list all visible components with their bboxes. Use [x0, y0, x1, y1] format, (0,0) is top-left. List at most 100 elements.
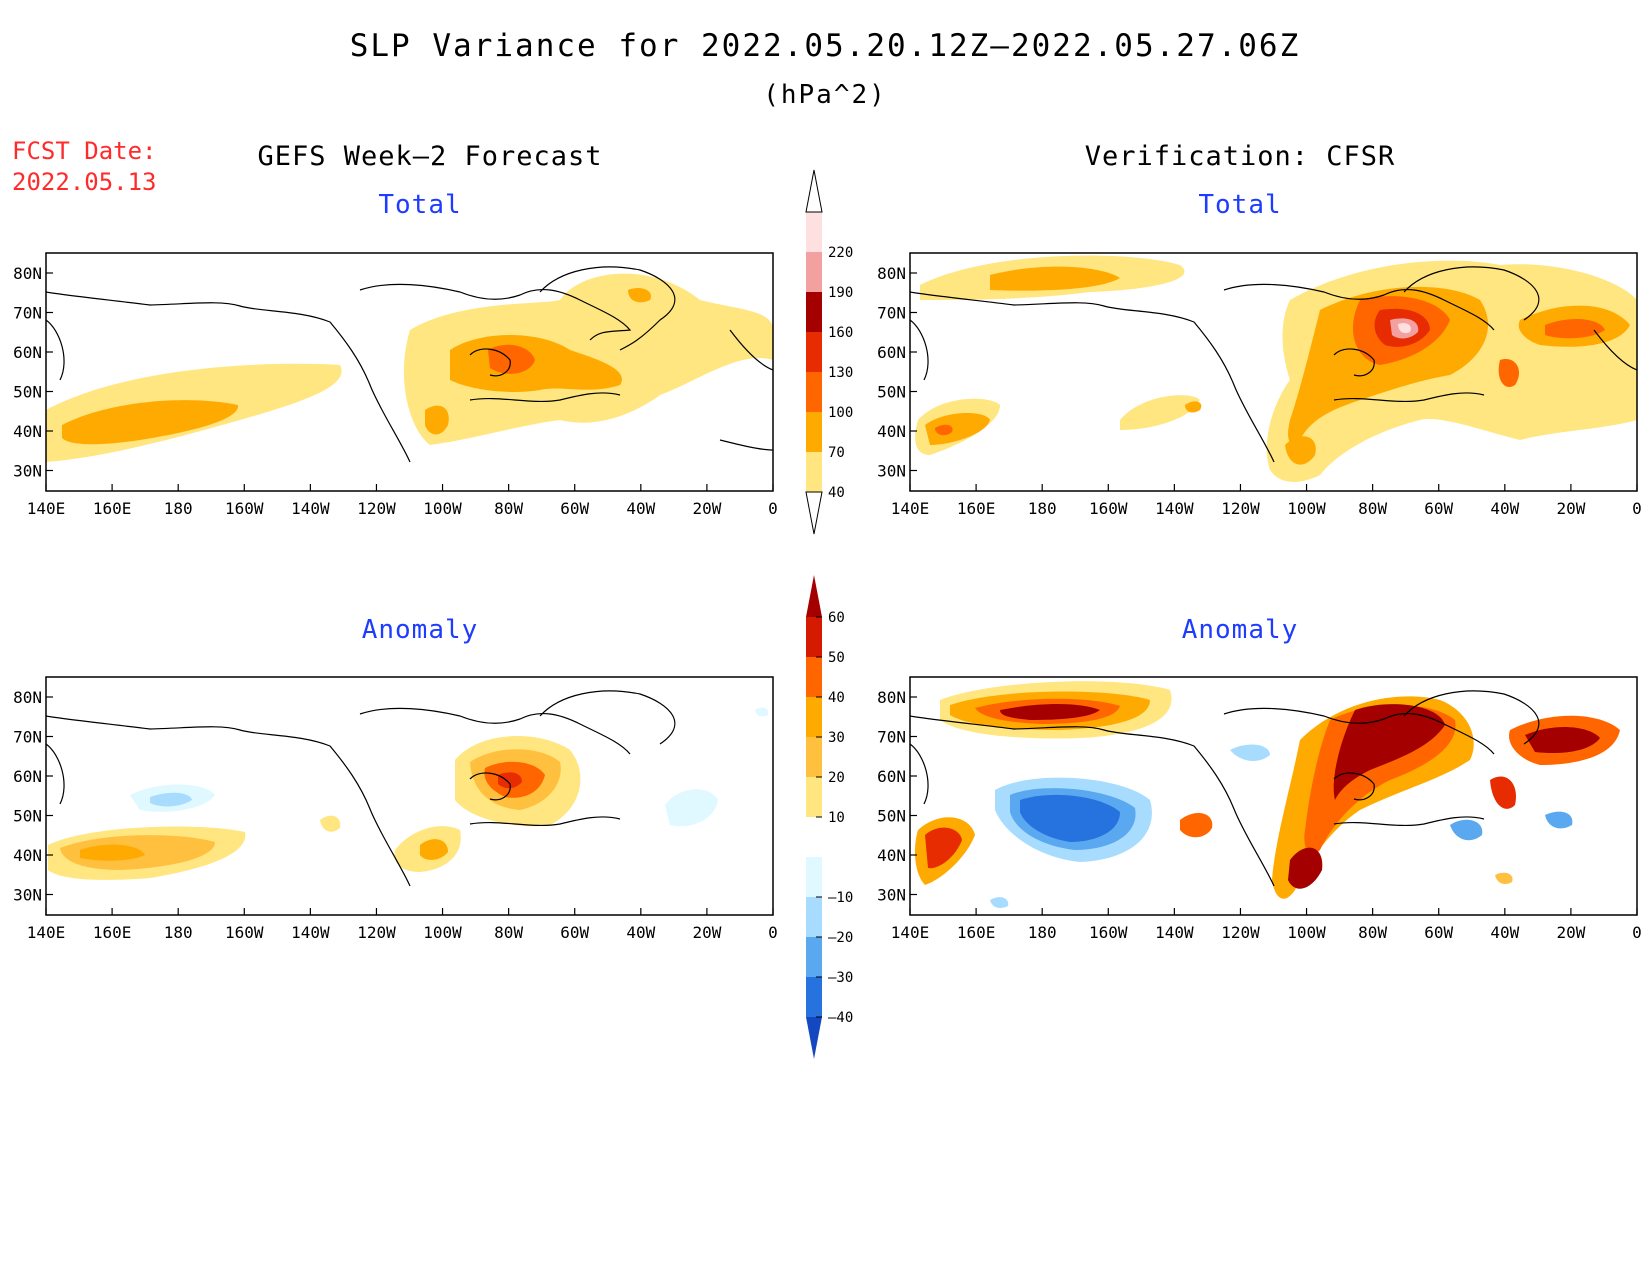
frame-verification-total	[909, 252, 1638, 492]
colorbar-total-label: 190	[828, 285, 853, 301]
lon-label-verification-anomaly: 100W	[1287, 923, 1326, 942]
lat-label-verification-anomaly: 60N	[877, 767, 906, 786]
colorbar-anomaly-label: 20	[828, 770, 845, 786]
shading-forecast-total	[46, 273, 773, 462]
colorbar-anomaly-label: –20	[828, 930, 853, 946]
shading-forecast-anomaly	[48, 707, 769, 880]
lon-label-forecast-anomaly: 160E	[93, 923, 132, 942]
lat-label-forecast-total: 60N	[13, 343, 42, 362]
lon-label-verification-anomaly: 140W	[1155, 923, 1194, 942]
units-label: (hPa^2)	[763, 80, 887, 110]
lon-label-verification-anomaly: 60W	[1424, 923, 1453, 942]
forecast-date-value: 2022.05.13	[12, 168, 157, 196]
lat-label-verification-total: 50N	[877, 383, 906, 402]
colorbar-anomaly-box	[806, 737, 822, 777]
right-column-heading: Verification: CFSR	[1084, 141, 1396, 172]
colorbar-total-top-arrow	[805, 169, 823, 213]
colorbar-anomaly-label: 50	[828, 650, 845, 666]
colorbar-total-box	[806, 212, 822, 252]
lon-label-verification-total: 140W	[1155, 499, 1194, 518]
coastlines-verification-total	[910, 266, 1637, 463]
lat-label-forecast-anomaly: 40N	[13, 846, 42, 865]
lat-label-forecast-total: 70N	[13, 304, 42, 323]
colorbar-anomaly-box	[806, 617, 822, 657]
panel-title-verification-anomaly: Anomaly	[1181, 615, 1299, 645]
figure-title: SLP Variance for 2022.05.20.12Z–2022.05.…	[349, 28, 1301, 64]
colorbar-anomaly-label: 40	[828, 690, 845, 706]
lon-label-forecast-total: 140W	[291, 499, 330, 518]
lat-label-forecast-total: 80N	[13, 264, 42, 283]
colorbar-anomaly-top-arrow	[806, 575, 822, 617]
lon-label-verification-anomaly: 40W	[1490, 923, 1519, 942]
lon-label-verification-anomaly: 20W	[1556, 923, 1585, 942]
frame-forecast-total	[45, 252, 774, 492]
lat-label-verification-total: 40N	[877, 422, 906, 441]
colorbar-anomaly-box	[806, 897, 822, 937]
coastlines-forecast-anomaly	[46, 690, 676, 887]
lon-label-verification-anomaly: 0	[1632, 923, 1642, 942]
lat-label-verification-anomaly: 80N	[877, 688, 906, 707]
colorbar-anomaly-box	[806, 857, 822, 897]
colorbar-anomaly: 60 50 40 30 20 10 –10 –20 –30 –40	[806, 575, 853, 1059]
panel-title-forecast-anomaly: Anomaly	[361, 615, 479, 645]
lat-label-forecast-anomaly: 60N	[13, 767, 42, 786]
lat-label-forecast-total: 50N	[13, 383, 42, 402]
lon-label-forecast-anomaly: 60W	[560, 923, 589, 942]
colorbar-total-label: 70	[828, 445, 845, 461]
map-forecast-total	[46, 266, 773, 463]
lon-label-forecast-total: 120W	[357, 499, 396, 518]
colorbar-total-label: 130	[828, 365, 853, 381]
lon-label-verification-total: 180	[1028, 499, 1057, 518]
lon-label-forecast-total: 80W	[494, 499, 523, 518]
lon-label-verification-anomaly: 140E	[891, 923, 930, 942]
colorbar-total-label: 100	[828, 405, 853, 421]
lon-label-verification-total: 160E	[957, 499, 996, 518]
lat-label-verification-total: 80N	[877, 264, 906, 283]
colorbar-total-box	[806, 452, 822, 492]
lat-label-forecast-anomaly: 80N	[13, 688, 42, 707]
shading-verification-total	[915, 255, 1637, 482]
colorbar-total-box	[806, 332, 822, 372]
colorbar-total-bottom-arrow	[805, 491, 823, 535]
lon-label-forecast-total: 180	[164, 499, 193, 518]
lon-label-forecast-anomaly: 140W	[291, 923, 330, 942]
colorbar-total: 40 70 100 130 160 190 220	[805, 169, 853, 535]
coastlines-verification-anomaly	[910, 690, 1540, 887]
coastlines-forecast-total	[46, 266, 773, 463]
colorbar-anomaly-box	[806, 697, 822, 737]
lon-label-verification-anomaly: 180	[1028, 923, 1057, 942]
lon-label-forecast-anomaly: 0	[768, 923, 778, 942]
lon-label-forecast-total: 40W	[626, 499, 655, 518]
lon-label-forecast-total: 140E	[27, 499, 66, 518]
colorbar-total-label: 220	[828, 245, 853, 261]
lon-label-verification-total: 80W	[1358, 499, 1387, 518]
lon-label-verification-total: 0	[1632, 499, 1642, 518]
lon-label-verification-total: 160W	[1089, 499, 1128, 518]
colorbar-anomaly-label: 10	[828, 810, 845, 826]
lon-label-forecast-total: 20W	[692, 499, 721, 518]
lon-label-forecast-anomaly: 160W	[225, 923, 264, 942]
lat-label-verification-anomaly: 50N	[877, 807, 906, 826]
lon-label-forecast-anomaly: 180	[164, 923, 193, 942]
colorbar-total-box	[806, 252, 822, 292]
colorbar-anomaly-label: –10	[828, 890, 853, 906]
frame-verification-anomaly	[909, 676, 1638, 916]
colorbar-total-box	[806, 292, 822, 332]
lat-label-verification-anomaly: 40N	[877, 846, 906, 865]
lon-label-forecast-total: 160E	[93, 499, 132, 518]
colorbar-anomaly-bottom-arrow	[806, 1017, 822, 1059]
panel-title-verification-total: Total	[1198, 190, 1282, 220]
lat-label-verification-anomaly: 70N	[877, 728, 906, 747]
map-forecast-anomaly	[46, 690, 769, 887]
colorbar-anomaly-label: 60	[828, 610, 845, 626]
map-verification-total	[910, 255, 1637, 482]
lat-label-forecast-anomaly: 30N	[13, 886, 42, 905]
lon-label-verification-total: 40W	[1490, 499, 1519, 518]
colorbar-anomaly-box	[806, 977, 822, 1017]
lon-label-forecast-anomaly: 40W	[626, 923, 655, 942]
lat-label-verification-total: 30N	[877, 462, 906, 481]
left-column-heading: GEFS Week–2 Forecast	[257, 141, 603, 172]
lat-label-forecast-anomaly: 50N	[13, 807, 42, 826]
lon-label-forecast-anomaly: 120W	[357, 923, 396, 942]
lon-label-forecast-anomaly: 100W	[423, 923, 462, 942]
